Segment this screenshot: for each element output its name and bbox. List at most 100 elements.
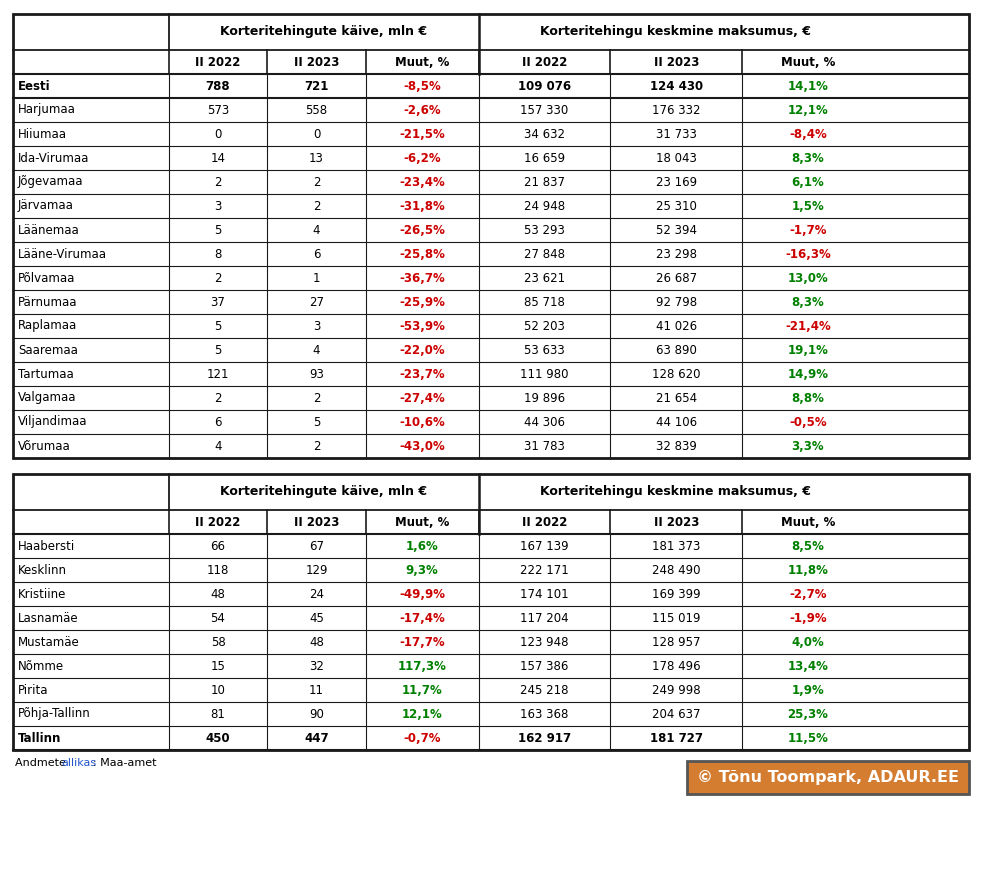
Text: 558: 558 <box>305 103 328 116</box>
Text: 118: 118 <box>207 564 229 577</box>
Bar <box>13 410 969 434</box>
Text: Lasnamäe: Lasnamäe <box>18 612 79 625</box>
Text: 3: 3 <box>313 319 320 332</box>
Text: Mustamäe: Mustamäe <box>18 635 80 648</box>
Text: 19,1%: 19,1% <box>788 344 829 356</box>
Bar <box>13 386 969 410</box>
Text: 174 101: 174 101 <box>520 587 569 600</box>
Text: 11,8%: 11,8% <box>788 564 829 577</box>
Text: Järvamaa: Järvamaa <box>18 200 74 213</box>
Text: 32 839: 32 839 <box>656 439 697 452</box>
Text: 92 798: 92 798 <box>656 296 697 309</box>
Text: 81: 81 <box>210 708 226 720</box>
Text: Põlvamaa: Põlvamaa <box>18 271 76 284</box>
Text: 124 430: 124 430 <box>650 80 703 93</box>
Text: 14: 14 <box>210 151 226 164</box>
Bar <box>687 761 969 794</box>
Text: 245 218: 245 218 <box>520 683 569 696</box>
Text: 157 386: 157 386 <box>520 660 569 673</box>
Text: 0: 0 <box>313 128 320 141</box>
Text: -1,9%: -1,9% <box>790 612 827 625</box>
Text: 12,1%: 12,1% <box>402 708 443 720</box>
Text: 8,3%: 8,3% <box>791 296 824 309</box>
Text: Jõgevamaa: Jõgevamaa <box>18 176 83 188</box>
Text: II 2023: II 2023 <box>294 55 339 68</box>
Text: II 2023: II 2023 <box>294 515 339 528</box>
Text: 176 332: 176 332 <box>652 103 701 116</box>
Text: Viljandimaa: Viljandimaa <box>18 416 87 429</box>
Text: 2: 2 <box>214 176 222 188</box>
Text: Valgamaa: Valgamaa <box>18 391 77 404</box>
Text: 14,9%: 14,9% <box>788 368 829 381</box>
Text: 3,3%: 3,3% <box>791 439 824 452</box>
Text: -17,4%: -17,4% <box>400 612 445 625</box>
Bar <box>13 678 969 702</box>
Text: 2: 2 <box>313 176 320 188</box>
Text: 13,0%: 13,0% <box>788 271 828 284</box>
Text: 13,4%: 13,4% <box>788 660 829 673</box>
Text: 6: 6 <box>313 248 320 261</box>
Bar <box>13 266 969 290</box>
Text: 115 019: 115 019 <box>652 612 701 625</box>
Text: 8,3%: 8,3% <box>791 151 824 164</box>
Text: II 2022: II 2022 <box>521 55 568 68</box>
Text: 90: 90 <box>309 708 324 720</box>
Text: Hiiumaa: Hiiumaa <box>18 128 67 141</box>
Text: 4: 4 <box>313 223 320 236</box>
Text: 4: 4 <box>214 439 222 452</box>
Text: 25,3%: 25,3% <box>788 708 829 720</box>
Text: 66: 66 <box>210 540 226 552</box>
Text: -23,4%: -23,4% <box>400 176 445 188</box>
Text: 1: 1 <box>313 271 320 284</box>
Text: -49,9%: -49,9% <box>399 587 445 600</box>
Text: 24: 24 <box>309 587 324 600</box>
Text: 249 998: 249 998 <box>652 683 701 696</box>
Text: 788: 788 <box>206 80 231 93</box>
Text: 24 948: 24 948 <box>524 200 565 213</box>
Text: 117,3%: 117,3% <box>398 660 447 673</box>
Text: Pärnumaa: Pärnumaa <box>18 296 78 309</box>
Text: -8,5%: -8,5% <box>404 80 441 93</box>
Text: -2,7%: -2,7% <box>790 587 827 600</box>
Text: 163 368: 163 368 <box>520 708 569 720</box>
Bar <box>13 314 969 338</box>
Text: 11: 11 <box>309 683 324 696</box>
Bar <box>13 434 969 458</box>
Text: 8,5%: 8,5% <box>791 540 824 552</box>
Bar <box>13 362 969 386</box>
Text: 2: 2 <box>313 439 320 452</box>
Text: 18 043: 18 043 <box>656 151 697 164</box>
Text: 23 621: 23 621 <box>524 271 565 284</box>
Bar <box>13 14 969 458</box>
Text: 5: 5 <box>214 223 222 236</box>
Text: Põhja-Tallinn: Põhja-Tallinn <box>18 708 90 720</box>
Text: -23,7%: -23,7% <box>400 368 445 381</box>
Text: -27,4%: -27,4% <box>400 391 445 404</box>
Text: -21,4%: -21,4% <box>785 319 831 332</box>
Text: 123 948: 123 948 <box>520 635 569 648</box>
Text: 44 306: 44 306 <box>524 416 565 429</box>
Text: 31 733: 31 733 <box>656 128 697 141</box>
Text: 93: 93 <box>309 368 324 381</box>
Text: Saaremaa: Saaremaa <box>18 344 78 356</box>
Text: 167 139: 167 139 <box>520 540 569 552</box>
Text: 85 718: 85 718 <box>524 296 565 309</box>
Text: : Maa-amet: : Maa-amet <box>93 758 156 768</box>
Text: 128 620: 128 620 <box>652 368 701 381</box>
Text: Kristiine: Kristiine <box>18 587 67 600</box>
Text: Lääne-Virumaa: Lääne-Virumaa <box>18 248 107 261</box>
Text: 31 783: 31 783 <box>524 439 565 452</box>
Text: 2: 2 <box>313 200 320 213</box>
Bar <box>13 146 969 170</box>
Bar <box>13 534 969 558</box>
Bar <box>13 702 969 726</box>
Text: 3: 3 <box>214 200 222 213</box>
Text: 181 373: 181 373 <box>652 540 700 552</box>
Text: 12,1%: 12,1% <box>788 103 828 116</box>
Text: 6: 6 <box>214 416 222 429</box>
Text: 8,8%: 8,8% <box>791 391 824 404</box>
Text: 41 026: 41 026 <box>656 319 697 332</box>
Text: 37: 37 <box>210 296 226 309</box>
Text: 14,1%: 14,1% <box>788 80 829 93</box>
Text: 117 204: 117 204 <box>520 612 569 625</box>
